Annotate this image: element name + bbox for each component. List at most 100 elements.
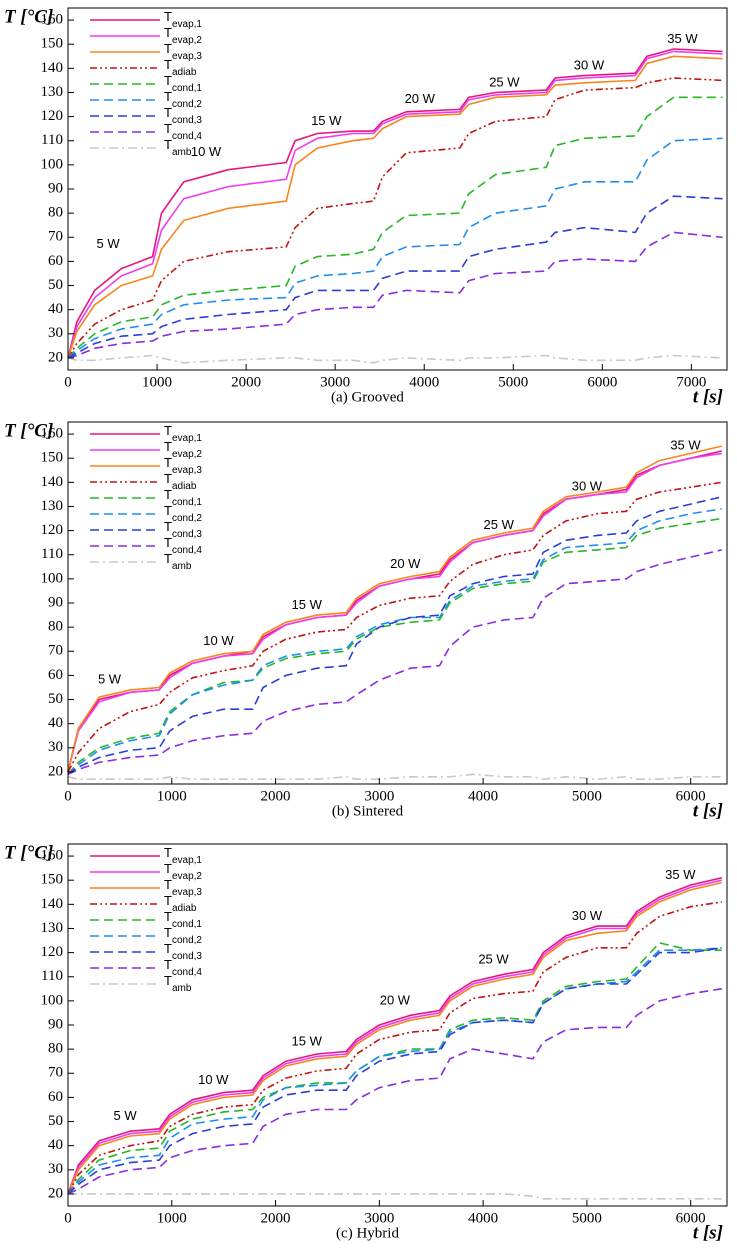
series-line: [67, 137, 723, 359]
x-tick-label: 0: [64, 1210, 72, 1226]
legend-label: Tcond,2: [164, 503, 202, 523]
y-tick-label: 100: [41, 156, 64, 172]
power-label: 25 W: [478, 951, 509, 966]
legend-label: Tevap,1: [164, 423, 202, 443]
power-label: 10 W: [198, 1072, 229, 1087]
y-axis-label: T [°C]: [4, 842, 53, 863]
y-tick-label: 30: [48, 325, 63, 341]
caption: (b) Sintered: [332, 803, 404, 819]
y-tick-label: 130: [41, 84, 64, 100]
x-tick-label: 1000: [157, 788, 187, 804]
y-tick-label: 60: [48, 1089, 63, 1105]
legend-label: Tadiab: [164, 471, 197, 491]
series-line: [67, 947, 722, 1195]
x-tick-label: 2000: [231, 374, 261, 390]
y-tick-label: 140: [41, 474, 64, 490]
x-tick-label: 7000: [676, 374, 706, 390]
legend-label: Tcond,1: [164, 487, 202, 507]
y-tick-label: 110: [41, 132, 63, 148]
x-axis-label: t [s]: [693, 1222, 723, 1243]
legend-label: Tcond,3: [164, 105, 202, 125]
y-tick-label: 140: [41, 896, 64, 912]
y-tick-label: 40: [48, 715, 63, 731]
power-label: 5 W: [98, 672, 122, 687]
y-tick-label: 160: [41, 426, 64, 442]
y-tick-label: 50: [48, 1113, 63, 1129]
y-tick-label: 60: [48, 667, 63, 683]
series-line: [67, 988, 722, 1195]
series-line: [67, 445, 722, 773]
x-tick-label: 4000: [409, 374, 439, 390]
y-tick-label: 70: [48, 643, 63, 659]
power-label: 10 W: [203, 633, 234, 648]
power-label: 25 W: [484, 517, 515, 532]
series-line: [67, 947, 722, 1195]
y-tick-label: 100: [41, 992, 64, 1008]
power-label: 10 W: [191, 144, 222, 159]
y-tick-label: 140: [41, 60, 64, 76]
y-tick-label: 20: [48, 349, 63, 365]
power-label: 5 W: [114, 1108, 138, 1123]
y-tick-label: 100: [41, 570, 64, 586]
y-tick-label: 120: [41, 944, 64, 960]
series-line: [67, 354, 723, 364]
y-tick-label: 160: [41, 12, 64, 28]
x-tick-label: 3000: [320, 374, 350, 390]
x-tick-label: 6000: [676, 1210, 706, 1226]
y-tick-label: 70: [48, 229, 63, 245]
power-label: 35 W: [667, 31, 698, 46]
power-label: 35 W: [670, 438, 701, 453]
y-tick-label: 90: [48, 594, 63, 610]
legend-label: Tcond,2: [164, 925, 202, 945]
series-line: [67, 50, 723, 359]
y-tick-label: 110: [41, 546, 63, 562]
legend-label: Tcond,3: [164, 519, 202, 539]
y-tick-label: 120: [41, 522, 64, 538]
x-tick-label: 0: [64, 788, 72, 804]
power-label: 15 W: [292, 1033, 323, 1048]
y-tick-label: 150: [41, 450, 64, 466]
legend-label: Tevap,3: [164, 877, 202, 897]
caption: (a) Grooved: [331, 389, 404, 405]
legend-label: Tevap,3: [164, 455, 202, 475]
legend-label: Tamb: [164, 137, 192, 157]
power-label: 15 W: [292, 597, 323, 612]
series-line: [67, 96, 723, 359]
legend-label: Tcond,4: [164, 121, 202, 141]
y-axis-label: T [°C]: [4, 420, 53, 441]
power-label: 20 W: [390, 556, 421, 571]
legend-label: Tcond,2: [164, 89, 202, 109]
y-tick-label: 90: [48, 1016, 63, 1032]
x-tick-label: 2000: [261, 1210, 291, 1226]
x-tick-label: 0: [64, 374, 72, 390]
power-label: 35 W: [665, 867, 696, 882]
power-label: 15 W: [311, 113, 342, 128]
y-tick-label: 150: [41, 36, 64, 52]
series-line: [67, 517, 722, 775]
legend-label: Tcond,1: [164, 909, 202, 929]
series-line: [68, 1193, 722, 1200]
power-label: 25 W: [489, 74, 520, 89]
legend-label: Tamb: [164, 551, 192, 571]
y-tick-label: 130: [41, 498, 64, 514]
y-tick-label: 40: [48, 301, 63, 317]
legend-label: Tadiab: [164, 57, 197, 77]
series-line: [67, 231, 723, 359]
panel: 20 30 40 50 60 70 80 90 100 110 120 130 140 150 160 0 10…: [4, 420, 728, 821]
x-tick-label: 1000: [142, 374, 172, 390]
x-tick-label: 2000: [261, 788, 291, 804]
panel: 20 30 40 50 60 70 80 90 100 110 120 130 140 150 160 0 10…: [4, 6, 728, 407]
x-tick-label: 3000: [364, 1210, 394, 1226]
legend-label: Tcond,1: [164, 73, 202, 93]
power-label: 30 W: [572, 479, 603, 494]
legend-label: Tevap,2: [164, 439, 202, 459]
y-tick-label: 20: [48, 763, 63, 779]
series-line: [67, 879, 722, 1195]
series-line: [67, 55, 723, 359]
series-line: [67, 48, 723, 359]
series-line: [67, 901, 722, 1195]
y-tick-label: 30: [48, 1161, 63, 1177]
x-tick-label: 6000: [587, 374, 617, 390]
legend-label: Tevap,1: [164, 9, 202, 29]
